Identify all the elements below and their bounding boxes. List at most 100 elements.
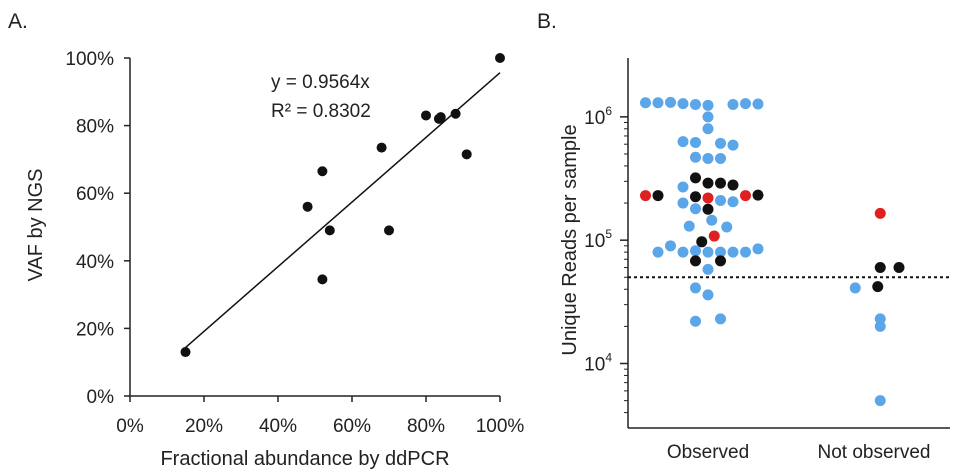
panel-a-x-axis-title: Fractional abundance by ddPCR — [160, 448, 449, 470]
panel-b-data-point — [752, 98, 764, 110]
category-label-observed: Observed — [667, 442, 749, 463]
panel-a-x-tick-label: 0% — [116, 416, 144, 437]
panel-b-data-point — [690, 245, 701, 257]
panel-b-data-point — [702, 192, 714, 204]
panel-b-data-point — [874, 395, 886, 407]
panel-b-data-point — [715, 313, 726, 325]
panel-a-data-point — [495, 53, 505, 63]
panel-a-data-point — [317, 166, 328, 177]
panel-b-data-point — [715, 177, 726, 189]
panel-b-data-point — [665, 240, 676, 252]
panel-b-data-point — [874, 320, 886, 332]
panel-b-data-point — [677, 181, 689, 193]
panel-a-data-point — [435, 112, 446, 123]
panel-a-data-point — [180, 347, 191, 358]
panel-b-data-point — [690, 136, 701, 148]
panel-b-y-tick-label: 106 — [584, 104, 612, 129]
panel-b-data-point — [706, 214, 718, 226]
panel-b-data-point — [702, 289, 714, 301]
panel-a-data-point — [317, 274, 328, 285]
panel-b-y-tick-label: 104 — [584, 351, 612, 376]
trendline-equation: y = 0.9564x — [271, 72, 370, 93]
panel-b-data-point — [652, 190, 664, 202]
panel-a-y-ticks: 0% 20% 40% 60% 80% 100% — [65, 49, 130, 408]
panel-b-points — [640, 96, 905, 407]
panel-a-y-axis-title: VAF by NGS — [25, 169, 47, 282]
panel-a: A. 0% 20% 40% 60% 80% 100% 0% 20% 40% 60% 80% 100%… — [8, 10, 524, 470]
panel-b-data-point — [665, 96, 676, 108]
panel-b-data-point — [690, 172, 701, 184]
panel-a-y-tick-label: 20% — [76, 319, 114, 340]
panel-b-data-point — [690, 151, 701, 163]
panel-a-x-tick-label: 60% — [333, 416, 371, 437]
panel-b-data-point — [702, 246, 714, 258]
panel-b-data-point — [677, 98, 689, 110]
panel-a-data-point — [421, 110, 431, 121]
panel-a-data-point — [376, 142, 387, 153]
panel-b-data-point — [652, 246, 664, 258]
panel-a-y-tick-label: 100% — [65, 49, 114, 70]
panel-b-data-point — [702, 99, 714, 111]
panel-b-data-point — [690, 203, 701, 215]
panel-a-y-tick-label: 80% — [76, 117, 114, 138]
panel-b-minor-ticks — [624, 121, 628, 414]
panel-b-data-point — [702, 123, 714, 135]
panel-b-y-tick-label: 105 — [584, 227, 612, 252]
panel-b-data-point — [715, 255, 726, 267]
panel-a-y-tick-label: 0% — [87, 387, 115, 408]
panel-b-data-point — [752, 189, 764, 201]
panel-b-data-point — [874, 207, 886, 219]
panel-b-data-point — [702, 177, 714, 189]
panel-b-data-point — [690, 255, 701, 267]
panel-b-data-point — [727, 139, 739, 151]
panel-a-y-tick-label: 40% — [76, 252, 114, 273]
panel-b-data-point — [715, 152, 726, 164]
panel-b-data-point — [715, 246, 726, 258]
panel-b-data-point — [752, 243, 764, 255]
r-squared-label: R² = 0.8302 — [271, 101, 371, 122]
panel-b-label: B. — [537, 10, 557, 33]
panel-b-data-point — [740, 98, 751, 110]
panel-a-label: A. — [8, 10, 28, 33]
panel-b-data-point — [715, 137, 726, 149]
panel-b-data-point — [874, 262, 886, 274]
panel-a-x-tick-label: 80% — [407, 416, 445, 437]
panel-b-data-point — [893, 262, 905, 274]
panel-a-data-point — [450, 108, 461, 119]
panel-a-x-ticks: 0% 20% 40% 60% 80% 100% — [116, 396, 524, 437]
panel-b: B. 104 105 106 Observed Not observed Uniqu… — [537, 10, 950, 463]
panel-b-data-point — [727, 196, 739, 208]
panel-b-data-point — [683, 220, 695, 232]
panel-b-data-point — [740, 190, 751, 202]
panel-b-data-point — [872, 281, 884, 293]
panel-b-data-point — [690, 98, 701, 110]
panel-a-points — [180, 53, 505, 358]
panel-b-data-point — [690, 315, 701, 327]
panel-b-y-ticks: 104 105 106 — [584, 104, 628, 376]
panel-b-data-point — [740, 246, 751, 258]
panel-b-data-point — [702, 152, 714, 164]
panel-b-data-point — [652, 97, 664, 109]
panel-b-data-point — [721, 221, 733, 233]
panel-b-data-point — [677, 197, 689, 209]
panel-a-y-tick-label: 60% — [76, 184, 114, 205]
panel-b-data-point — [677, 246, 689, 258]
panel-b-data-point — [696, 236, 708, 248]
panel-b-data-point — [727, 179, 739, 191]
panel-a-data-point — [302, 201, 313, 212]
panel-b-data-point — [702, 203, 714, 215]
panel-b-data-point — [702, 111, 714, 123]
category-label-not-observed: Not observed — [817, 442, 930, 463]
panel-a-x-tick-label: 40% — [259, 416, 297, 437]
panel-b-data-point — [708, 230, 720, 242]
panel-b-data-point — [690, 191, 701, 203]
panel-a-x-tick-label: 100% — [476, 416, 525, 437]
panel-b-data-point — [640, 190, 651, 202]
panel-b-data-point — [640, 97, 651, 109]
panel-a-x-tick-label: 20% — [185, 416, 223, 437]
panel-b-data-point — [727, 246, 739, 258]
panel-b-data-point — [727, 98, 739, 110]
panel-b-y-axis-title: Unique Reads per sample — [559, 124, 581, 355]
panel-a-data-point — [384, 225, 394, 236]
